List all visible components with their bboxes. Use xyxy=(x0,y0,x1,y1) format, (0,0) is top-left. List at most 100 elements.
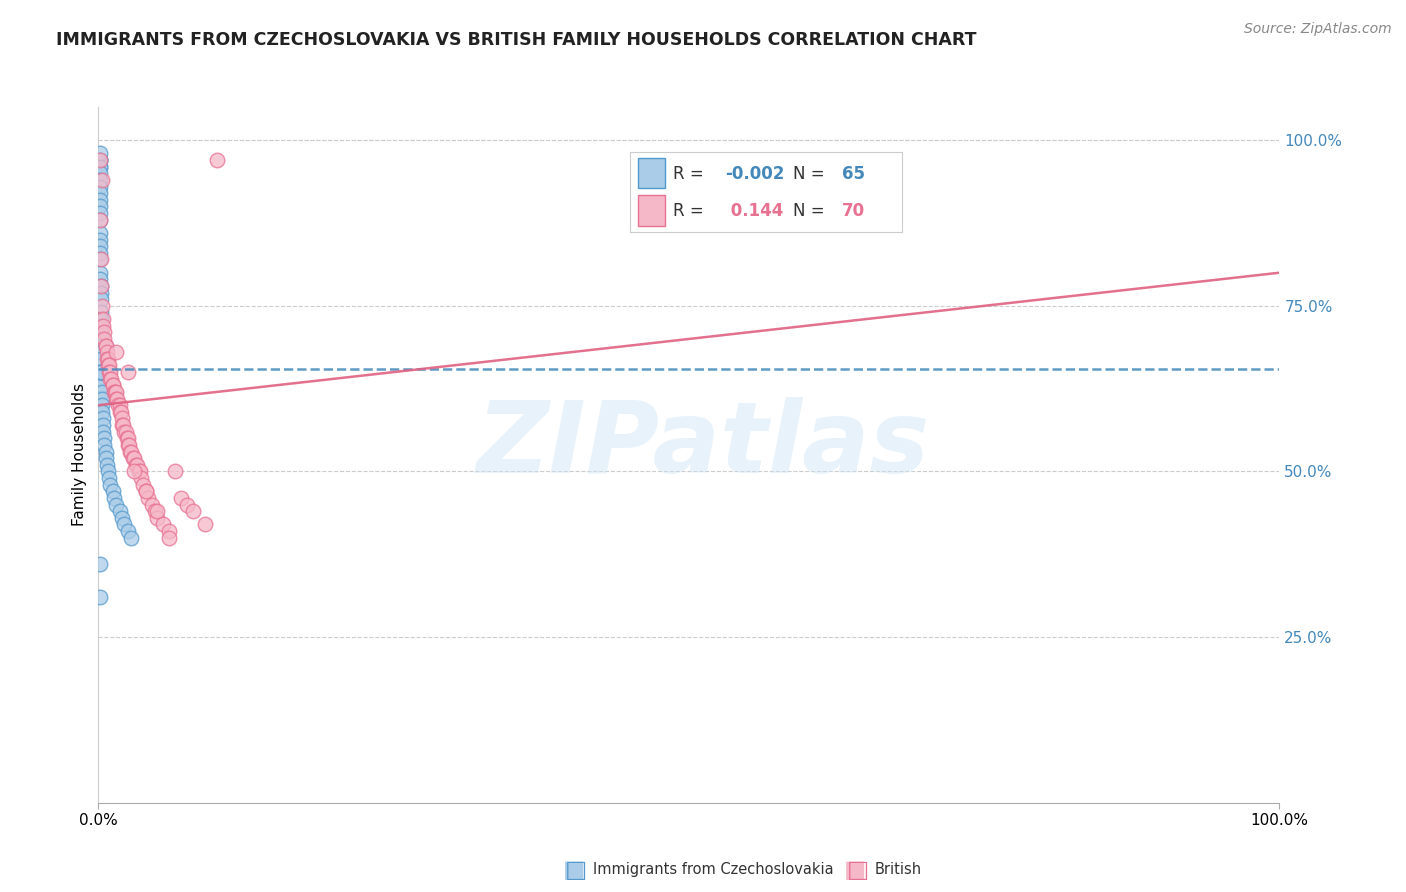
Point xyxy=(110,405,132,419)
Point xyxy=(96,351,118,366)
Point xyxy=(94,444,117,458)
Point xyxy=(97,359,120,373)
Bar xyxy=(638,195,665,226)
Point xyxy=(91,425,114,439)
Point xyxy=(125,458,148,472)
Point xyxy=(90,365,112,379)
Point xyxy=(98,372,121,386)
Point xyxy=(89,160,111,174)
Bar xyxy=(638,158,665,188)
Point xyxy=(91,173,114,187)
Point xyxy=(96,458,118,472)
Text: N =: N = xyxy=(793,165,824,183)
Point xyxy=(90,312,112,326)
Point xyxy=(89,173,111,187)
Point xyxy=(89,212,111,227)
Text: ZIPatlas: ZIPatlas xyxy=(477,398,929,494)
Text: British: British xyxy=(875,863,922,877)
Point xyxy=(114,425,136,439)
Text: ■: ■ xyxy=(562,858,585,881)
Point xyxy=(117,365,139,379)
Point xyxy=(89,199,111,213)
Point xyxy=(89,239,111,253)
Point xyxy=(89,179,111,194)
Point xyxy=(120,444,142,458)
Point xyxy=(90,365,112,379)
Point xyxy=(91,365,114,379)
Point xyxy=(89,206,111,220)
Point xyxy=(105,392,128,406)
Point xyxy=(89,153,111,167)
Point xyxy=(89,226,111,240)
Point xyxy=(107,398,129,412)
Point xyxy=(91,384,114,399)
Point xyxy=(97,351,120,366)
Point xyxy=(91,411,114,425)
Point xyxy=(121,531,143,545)
Point xyxy=(94,338,117,352)
Point xyxy=(122,451,145,466)
Point xyxy=(205,153,228,167)
Point xyxy=(108,398,131,412)
Point xyxy=(128,465,150,479)
Point xyxy=(94,338,117,352)
Point xyxy=(91,398,114,412)
Point xyxy=(98,365,121,379)
Point xyxy=(117,431,139,445)
Y-axis label: Family Households: Family Households xyxy=(72,384,87,526)
Point xyxy=(91,299,114,313)
Point xyxy=(118,438,141,452)
Point xyxy=(146,504,169,518)
Point xyxy=(101,484,124,499)
Point xyxy=(170,491,193,505)
Point xyxy=(101,378,124,392)
Point xyxy=(89,153,111,167)
Point xyxy=(146,511,169,525)
Point xyxy=(89,212,111,227)
Point xyxy=(91,405,114,419)
Text: N =: N = xyxy=(793,202,824,219)
Point xyxy=(91,392,114,406)
Point xyxy=(165,465,187,479)
Text: Immigrants from Czechoslovakia: Immigrants from Czechoslovakia xyxy=(593,863,834,877)
Point xyxy=(89,558,111,572)
Point xyxy=(101,378,124,392)
Point xyxy=(94,451,117,466)
Point xyxy=(105,498,128,512)
Point xyxy=(91,418,114,433)
Point xyxy=(96,345,118,359)
Point xyxy=(89,252,111,267)
Point xyxy=(103,384,125,399)
Point xyxy=(132,477,155,491)
Text: ■: ■ xyxy=(844,858,866,881)
Point xyxy=(194,517,217,532)
Point xyxy=(98,365,121,379)
Point xyxy=(108,405,131,419)
Point xyxy=(127,458,149,472)
Point xyxy=(93,438,115,452)
Point xyxy=(93,431,115,445)
Text: □: □ xyxy=(565,858,588,881)
Point xyxy=(117,524,139,538)
Point xyxy=(89,245,111,260)
Point xyxy=(93,332,115,346)
Point xyxy=(112,418,135,433)
Point xyxy=(90,279,112,293)
Point xyxy=(111,511,134,525)
Point xyxy=(152,517,174,532)
Text: IMMIGRANTS FROM CZECHOSLOVAKIA VS BRITISH FAMILY HOUSEHOLDS CORRELATION CHART: IMMIGRANTS FROM CZECHOSLOVAKIA VS BRITIS… xyxy=(56,31,977,49)
Point xyxy=(90,252,112,267)
Point xyxy=(89,272,111,286)
Point xyxy=(90,285,112,300)
Point xyxy=(104,384,127,399)
Text: R =: R = xyxy=(673,165,704,183)
Point xyxy=(89,591,111,605)
Point xyxy=(135,484,157,499)
Point xyxy=(97,465,120,479)
Text: R =: R = xyxy=(673,202,704,219)
Point xyxy=(90,279,112,293)
Point xyxy=(93,326,115,340)
Point xyxy=(89,146,111,161)
Point xyxy=(90,338,112,352)
Point xyxy=(90,365,112,379)
